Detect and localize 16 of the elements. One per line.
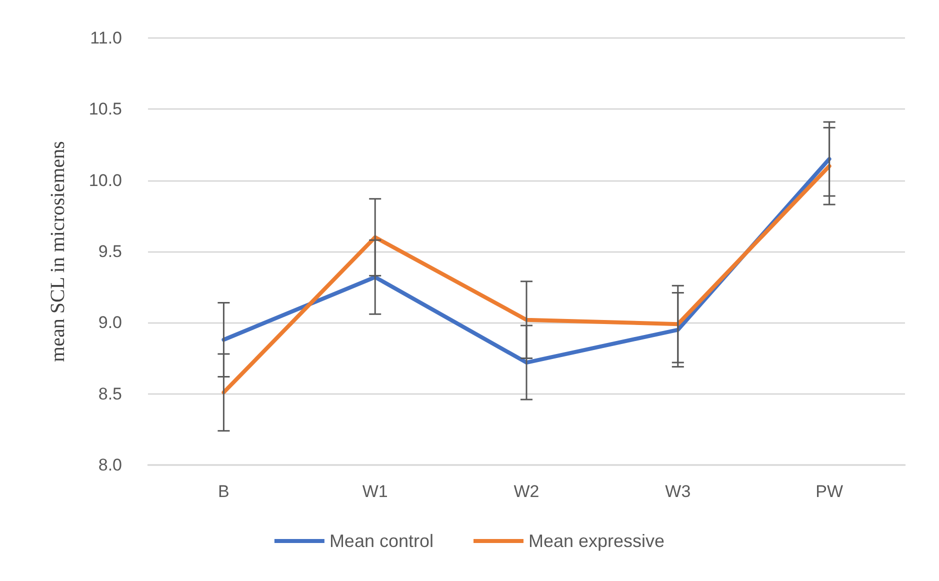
legend-label: Mean control: [329, 531, 434, 551]
y-tick-label: 8.0: [98, 456, 122, 474]
y-tick-label: 10.0: [88, 170, 122, 190]
legend-label: Mean expressive: [528, 531, 665, 551]
x-tick-label: W2: [514, 482, 540, 501]
y-tick-label: 11.0: [90, 28, 122, 48]
y-tick-label: 9.5: [98, 242, 122, 261]
line-series: [222, 164, 832, 394]
y-tick-label: 9.0: [98, 313, 122, 332]
x-tick-label: PW: [816, 482, 843, 501]
y-axis-title: mean SCL in microsiemens: [47, 140, 69, 362]
x-tick-label: W1: [362, 482, 388, 501]
y-tick-label: 8.5: [98, 384, 122, 404]
x-tick-label: W3: [665, 482, 691, 501]
x-tick-label: B: [218, 482, 230, 501]
y-tick-label: 10.5: [88, 100, 122, 119]
